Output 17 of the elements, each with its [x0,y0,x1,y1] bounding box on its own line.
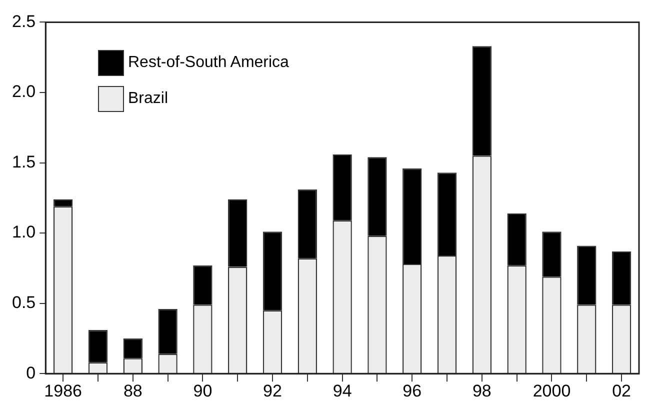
x-tick-label: 02 [612,381,632,400]
x-tick-label: 1986 [44,381,82,400]
y-tick-label: 1.5 [12,152,36,172]
x-tick-label: 96 [402,381,422,400]
x-tick-label: 98 [472,381,492,400]
legend-label: Rest-of-South America [128,54,289,72]
y-tick-label: 0 [26,363,36,382]
y-tick-label: 2.0 [12,82,36,102]
y-tick-label: 2.5 [12,12,36,31]
legend-label: Brazil [128,90,168,108]
y-tick-label: 1.0 [12,222,36,242]
x-tick-label: 94 [332,381,352,400]
x-tick-label: 92 [263,381,282,400]
x-tick-label: 88 [123,381,142,400]
x-tick-label: 90 [193,381,212,400]
x-tick-label: 2000 [532,381,571,400]
y-tick-label: 0.5 [12,293,36,312]
